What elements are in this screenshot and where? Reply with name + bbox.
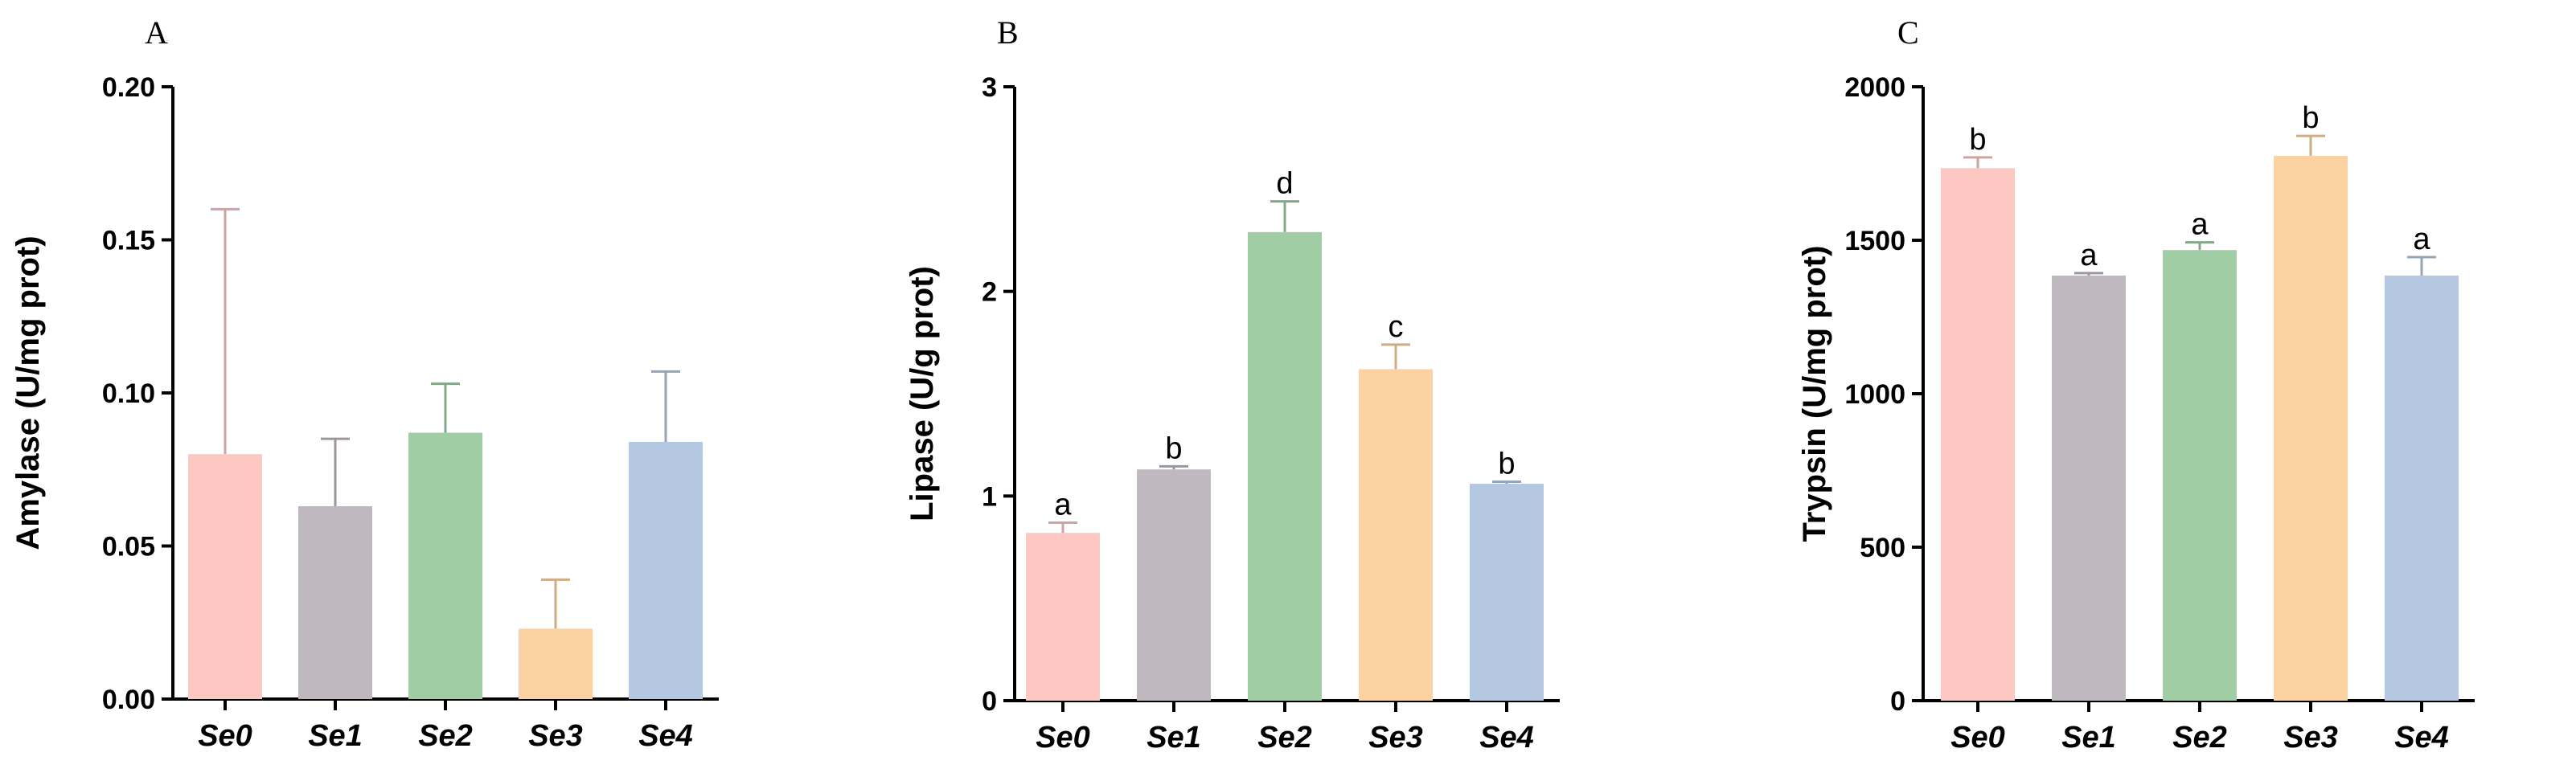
x-tick-label: Se2 xyxy=(2172,721,2227,755)
bar-se4 xyxy=(2385,275,2459,701)
bar-se0 xyxy=(1026,533,1100,701)
x-tick-label: Se4 xyxy=(638,719,693,753)
significance-letter: c xyxy=(1388,310,1404,344)
significance-letter: a xyxy=(2413,223,2430,256)
significance-letter: b xyxy=(1165,431,1182,465)
chart-panel-c: C 0 500 1000 1500 2000 Trypsin (U/mg prot) Se0 b… xyxy=(1797,14,2475,755)
y-tick-label: 0 xyxy=(982,686,997,717)
significance-letter: a xyxy=(1054,488,1072,521)
y-axis-title: Amylase (U/mg prot) xyxy=(10,235,46,550)
chart-panel-b: B 0 1 2 3 Lipase (U/g prot) Se0 a Se1 b Se2 d Se3 c Se… xyxy=(904,14,1560,755)
y-tick-label: 2 xyxy=(982,277,997,308)
y-tick-label: 2000 xyxy=(1844,72,1905,103)
x-tick-label: Se2 xyxy=(1257,721,1312,755)
bar-se4 xyxy=(1470,484,1544,701)
bar-se1 xyxy=(2052,275,2126,701)
y-tick-label: 1500 xyxy=(1844,226,1905,256)
y-tick-label: 0 xyxy=(1890,686,1905,717)
y-axis-title: Lipase (U/g prot) xyxy=(904,266,940,521)
y-tick-label: 1000 xyxy=(1844,379,1905,410)
bar-se0 xyxy=(188,454,262,699)
significance-letter: b xyxy=(2302,101,2319,135)
x-tick-label: Se3 xyxy=(528,719,583,753)
bar-se2 xyxy=(1248,231,1322,701)
y-tick-label: 500 xyxy=(1860,533,1905,563)
y-tick-label: 3 xyxy=(982,72,997,103)
bar-se2 xyxy=(2163,250,2237,701)
bar-se3 xyxy=(519,628,593,699)
significance-letter: b xyxy=(1498,448,1515,481)
x-tick-label: Se3 xyxy=(1368,721,1423,755)
panel-letter: B xyxy=(997,14,1019,51)
panel-letter: A xyxy=(145,14,168,51)
bar-se1 xyxy=(298,505,372,699)
significance-letter: b xyxy=(1969,123,1986,157)
y-tick-label: 0.20 xyxy=(102,72,155,103)
x-tick-label: Se3 xyxy=(2283,721,2338,755)
significance-letter: a xyxy=(2191,208,2209,242)
y-tick-label: 0.00 xyxy=(102,685,155,715)
bar-se0 xyxy=(1941,168,2015,701)
y-tick-label: 1 xyxy=(982,481,997,512)
panel-letter: C xyxy=(1897,14,1919,51)
x-tick-label: Se0 xyxy=(198,719,252,753)
bar-se3 xyxy=(2274,155,2348,701)
x-tick-label: Se4 xyxy=(1479,721,1534,755)
bar-se4 xyxy=(629,441,703,699)
x-tick-label: Se2 xyxy=(418,719,473,753)
y-tick-label: 0.10 xyxy=(102,378,155,409)
x-tick-label: Se1 xyxy=(2061,721,2116,755)
x-tick-label: Se0 xyxy=(1036,721,1090,755)
x-tick-label: Se1 xyxy=(1146,721,1201,755)
x-tick-label: Se0 xyxy=(1950,721,2005,755)
y-axis-title: Trypsin (U/mg prot) xyxy=(1797,246,1832,542)
y-tick-label: 0.15 xyxy=(102,226,155,256)
significance-letter: a xyxy=(2080,239,2098,272)
x-tick-label: Se1 xyxy=(308,719,363,753)
bar-se2 xyxy=(408,432,482,699)
x-tick-label: Se4 xyxy=(2394,721,2449,755)
bar-se1 xyxy=(1137,469,1211,701)
significance-letter: d xyxy=(1276,167,1293,201)
chart-panel-a: A 0.00 0.05 0.10 0.15 0.20 Amylase (U/mg prot)… xyxy=(10,14,719,753)
y-tick-label: 0.05 xyxy=(102,532,155,562)
bar-se3 xyxy=(1359,369,1433,701)
